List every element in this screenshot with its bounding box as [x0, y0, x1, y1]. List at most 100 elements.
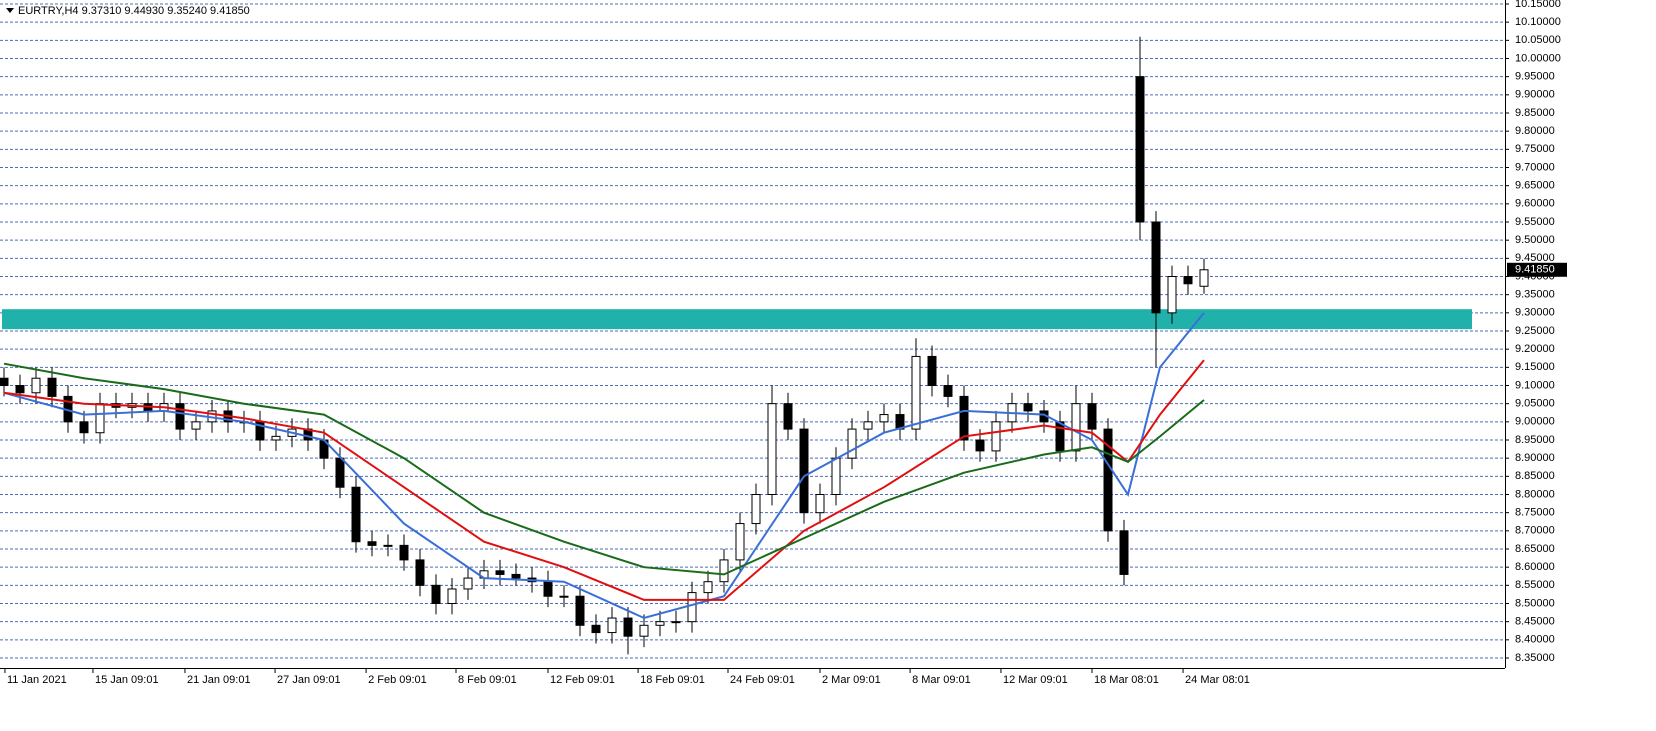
candle-body: [1119, 530, 1129, 575]
candle-body: [0, 377, 9, 387]
y-tick-label: 9.60000: [1515, 198, 1555, 210]
candle-body: [31, 377, 41, 394]
candle-body: [959, 395, 969, 441]
candle-body: [191, 421, 201, 430]
y-tick-label: 9.65000: [1515, 180, 1555, 192]
y-tick-label: 8.60000: [1515, 561, 1555, 573]
candle-body: [943, 385, 953, 397]
y-tick-label: 8.55000: [1515, 579, 1555, 591]
candle-body: [175, 403, 185, 430]
zone: [2, 309, 1472, 330]
y-tick-label: 8.90000: [1515, 452, 1555, 464]
x-tick-label: 8 Mar 09:01: [912, 674, 971, 686]
candle-body: [911, 355, 921, 430]
moving-average: [3, 359, 1205, 601]
x-tick-label: 27 Jan 09:01: [277, 674, 341, 686]
candle-body: [591, 624, 601, 634]
x-tick-label: 2 Feb 09:01: [368, 674, 427, 686]
y-tick-label: 9.90000: [1515, 89, 1555, 101]
y-tick-label: 8.70000: [1515, 525, 1555, 537]
y-tick-label: 8.95000: [1515, 434, 1555, 446]
candle-body: [1199, 269, 1209, 287]
x-tick-label: 15 Jan 09:01: [95, 674, 159, 686]
x-tick-label: 8 Feb 09:01: [458, 674, 517, 686]
candle-body: [95, 403, 105, 434]
candle-body: [1151, 221, 1161, 314]
candle-body: [671, 621, 681, 624]
candle-body: [463, 577, 473, 590]
candle-body: [991, 421, 1001, 452]
y-tick-label: 8.40000: [1515, 634, 1555, 646]
y-tick-label: 8.50000: [1515, 597, 1555, 609]
candle-body: [639, 624, 649, 637]
y-tick-label: 10.00000: [1515, 52, 1561, 64]
candle-body: [735, 523, 745, 561]
x-tick-label: 24 Mar 08:01: [1185, 674, 1250, 686]
candle-body: [1135, 76, 1145, 223]
y-tick-label: 9.20000: [1515, 343, 1555, 355]
candle-body: [335, 457, 345, 488]
candle-body: [1103, 428, 1113, 532]
y-tick-label: 8.85000: [1515, 470, 1555, 482]
candle-body: [799, 428, 809, 514]
y-tick-label: 9.05000: [1515, 398, 1555, 410]
candle-body: [927, 355, 937, 386]
y-tick-label: 8.75000: [1515, 507, 1555, 519]
x-tick-label: 12 Feb 09:01: [550, 674, 615, 686]
candle-body: [623, 617, 633, 637]
candle-body: [543, 581, 553, 597]
y-tick-label: 9.95000: [1515, 71, 1555, 83]
candle-body: [383, 544, 393, 547]
candle-body: [495, 570, 505, 575]
y-tick-label: 8.35000: [1515, 652, 1555, 664]
y-tick-label: 9.80000: [1515, 125, 1555, 137]
candle-body: [847, 428, 857, 459]
y-tick-label: 9.10000: [1515, 379, 1555, 391]
x-tick-label: 12 Mar 09:01: [1003, 674, 1068, 686]
y-tick-label: 9.70000: [1515, 161, 1555, 173]
y-tick-label: 10.10000: [1515, 16, 1561, 28]
candle-body: [399, 544, 409, 561]
candle-body: [447, 588, 457, 605]
x-tick-label: 11 Jan 2021: [7, 674, 67, 686]
candle-body: [431, 584, 441, 604]
last-price-box: [1507, 262, 1567, 277]
y-tick-label: 8.45000: [1515, 616, 1555, 628]
candle-body: [79, 421, 89, 434]
candle-body: [831, 457, 841, 495]
candle-body: [15, 385, 25, 394]
x-tick-label: 18 Mar 08:01: [1094, 674, 1159, 686]
y-tick-label: 9.00000: [1515, 416, 1555, 428]
y-tick-label: 8.65000: [1515, 543, 1555, 555]
candle-body: [415, 559, 425, 586]
candle-body: [1071, 403, 1081, 452]
candle-body: [719, 559, 729, 583]
candle-body: [1087, 403, 1097, 430]
last-price-label: 9.41850: [1515, 264, 1555, 276]
y-tick-label: 9.35000: [1515, 289, 1555, 301]
x-tick-label: 2 Mar 09:01: [822, 674, 881, 686]
candle-body: [271, 435, 281, 441]
y-tick-label: 8.80000: [1515, 488, 1555, 500]
y-tick-label: 9.75000: [1515, 143, 1555, 155]
candle-body: [575, 595, 585, 626]
candle-body: [815, 494, 825, 514]
candle-body: [687, 592, 697, 623]
candle-body: [1055, 421, 1065, 452]
candle-body: [351, 486, 361, 543]
y-tick-label: 9.55000: [1515, 216, 1555, 228]
x-tick-label: 18 Feb 09:01: [640, 674, 705, 686]
x-tick-label: 24 Feb 09:01: [730, 674, 795, 686]
candle-body: [863, 421, 873, 430]
candle-body: [47, 377, 57, 397]
candle-body: [751, 494, 761, 525]
menu-arrow[interactable]: [6, 8, 14, 13]
y-tick-label: 9.45000: [1515, 252, 1555, 264]
candle-body: [1183, 276, 1193, 285]
y-tick-label: 9.85000: [1515, 107, 1555, 119]
y-tick-label: 9.15000: [1515, 361, 1555, 373]
candle-body: [879, 414, 889, 423]
candle-body: [607, 617, 617, 634]
